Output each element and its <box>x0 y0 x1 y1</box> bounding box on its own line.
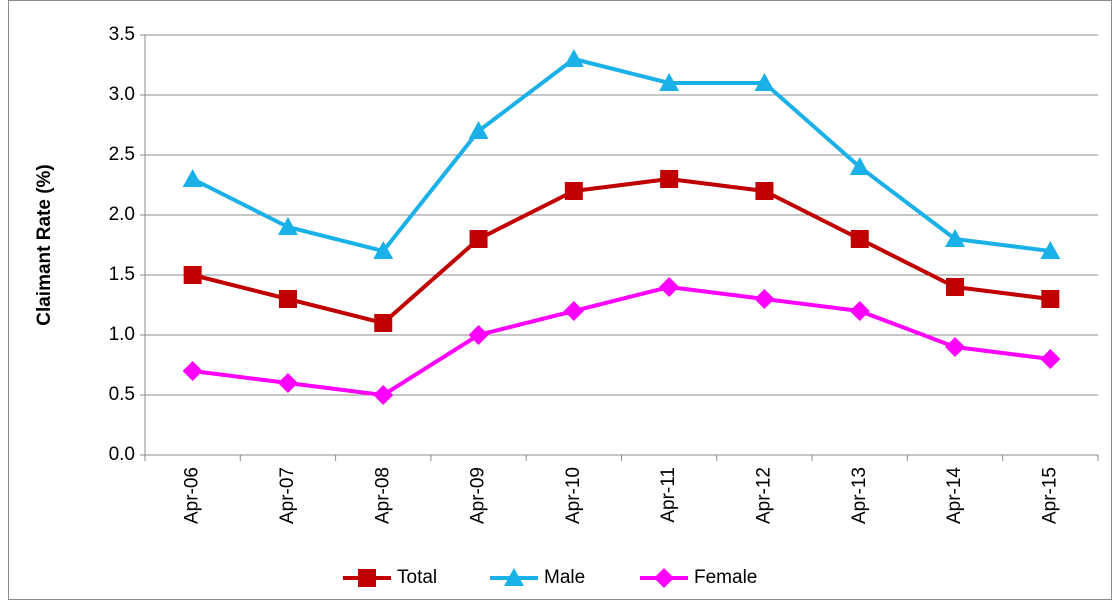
data-point <box>849 301 870 321</box>
legend-label: Total <box>397 567 437 588</box>
data-point <box>563 49 584 67</box>
x-tick-label: Apr-14 <box>944 467 965 524</box>
legend-label: Female <box>694 567 757 588</box>
series-line <box>191 57 1051 253</box>
y-tick-label: 1.5 <box>109 264 135 285</box>
legend-marker <box>504 568 524 586</box>
y-axis-label: Claimant Rate (%) <box>34 164 55 326</box>
data-point <box>277 217 298 235</box>
x-tick-label: Apr-10 <box>563 467 584 524</box>
data-point <box>946 278 965 296</box>
y-tick-label: 1.0 <box>109 324 135 345</box>
y-tick-label: 0.0 <box>109 444 135 465</box>
legend-label: Male <box>544 567 585 588</box>
data-point <box>1041 290 1060 308</box>
data-point <box>564 182 583 200</box>
data-point <box>660 170 679 188</box>
y-tick-label: 2.0 <box>109 204 135 225</box>
x-tick-label: Apr-13 <box>849 467 870 524</box>
data-point <box>374 314 393 332</box>
data-point <box>277 373 298 393</box>
data-point <box>755 182 774 200</box>
x-tick-label: Apr-11 <box>658 467 679 523</box>
x-tick-label: Apr-07 <box>277 467 298 524</box>
legend-marker <box>358 569 376 587</box>
data-point <box>945 229 966 247</box>
data-point <box>945 337 966 357</box>
data-point <box>278 290 297 308</box>
data-point <box>373 385 394 405</box>
series-line <box>192 177 1051 325</box>
x-tick-label: Apr-12 <box>753 467 774 524</box>
data-point <box>754 73 775 91</box>
x-tick-label: Apr-06 <box>182 467 203 524</box>
data-point <box>183 266 202 284</box>
y-tick-label: 2.5 <box>109 144 135 165</box>
data-point <box>849 157 870 175</box>
y-tick-label: 3.0 <box>109 84 135 105</box>
series-line <box>192 285 1051 397</box>
x-tick-label: Apr-09 <box>468 467 489 524</box>
data-point <box>659 73 680 91</box>
data-point <box>469 230 488 248</box>
y-tick-label: 0.5 <box>109 384 135 405</box>
chart-border <box>8 0 1112 600</box>
data-point <box>1040 241 1061 259</box>
y-tick-label: 3.5 <box>109 24 135 45</box>
data-point <box>468 325 489 345</box>
x-tick-label: Apr-08 <box>372 467 393 524</box>
x-tick-label: Apr-15 <box>1039 467 1060 524</box>
data-point <box>563 301 584 321</box>
data-point <box>468 121 489 139</box>
data-point <box>659 277 680 297</box>
data-point <box>754 289 775 309</box>
data-point <box>1040 349 1061 369</box>
data-point <box>182 361 203 381</box>
data-point <box>182 169 203 187</box>
data-point <box>850 230 869 248</box>
legend-marker <box>654 568 674 588</box>
data-point <box>373 241 394 259</box>
